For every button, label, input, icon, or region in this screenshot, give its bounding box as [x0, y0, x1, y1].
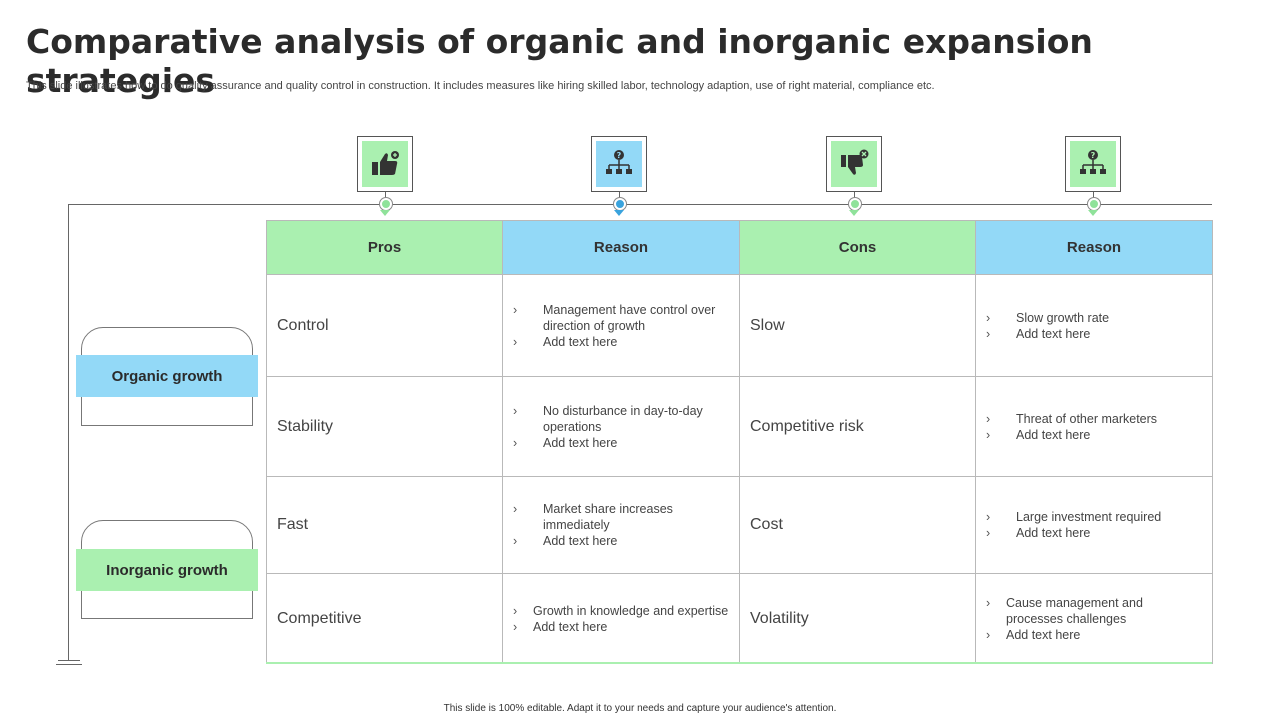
pin-stem	[385, 192, 386, 200]
svg-text:?: ?	[617, 151, 622, 160]
pin-marker	[849, 198, 861, 210]
header-pros: Pros	[266, 220, 503, 275]
table-bottom-accent	[266, 662, 1212, 664]
ground-line-lower	[56, 664, 82, 665]
thumbs-up-icon	[362, 141, 408, 187]
comparison-table: Pros Reason Cons Reason Control Manageme…	[266, 220, 1213, 664]
connector-left-line	[68, 204, 69, 660]
connector-top-line	[68, 204, 1212, 205]
pin-stem	[854, 192, 855, 200]
pros-icon-box	[357, 136, 413, 192]
pin-marker	[1088, 198, 1100, 210]
header-cons: Cons	[739, 220, 976, 275]
list-item: Add text here	[986, 525, 1202, 541]
pin-stem	[619, 192, 620, 200]
inorganic-growth-label: Inorganic growth	[76, 549, 258, 591]
ground-line	[58, 660, 80, 661]
cons-reason-icon-box: ?	[1065, 136, 1121, 192]
pro-reason-cell: Market share increases immediately Add t…	[502, 476, 740, 574]
svg-text:?: ?	[1091, 151, 1096, 160]
pro-reason-cell: Growth in knowledge and expertise Add te…	[502, 573, 740, 664]
con-cell: Cost	[739, 476, 976, 574]
header-cons-reason: Reason	[975, 220, 1213, 275]
pro-cell: Competitive	[266, 573, 503, 664]
pin-tail	[614, 210, 624, 216]
pin-tail	[1088, 210, 1098, 216]
con-reason-cell: Threat of other marketers Add text here	[975, 376, 1213, 477]
list-item: Growth in knowledge and expertise	[513, 603, 729, 619]
question-hierarchy-icon: ?	[1070, 141, 1116, 187]
table-row: Control Management have control over dir…	[266, 274, 1213, 377]
page-title: Comparative analysis of organic and inor…	[26, 22, 1093, 100]
list-item: Cause management and processes challenge…	[986, 595, 1202, 627]
con-reason-cell: Cause management and processes challenge…	[975, 573, 1213, 664]
list-item: Add text here	[513, 533, 729, 549]
pro-cell: Control	[266, 274, 503, 377]
con-cell: Slow	[739, 274, 976, 377]
con-reason-cell: Slow growth rate Add text here	[975, 274, 1213, 377]
table-row: Competitive Growth in knowledge and expe…	[266, 573, 1213, 664]
con-cell: Competitive risk	[739, 376, 976, 477]
pro-reason-cell: Management have control over direction o…	[502, 274, 740, 377]
pin-stem	[1093, 192, 1094, 200]
pin-tail	[380, 210, 390, 216]
list-item: Add text here	[513, 334, 729, 350]
list-item: Add text here	[986, 326, 1202, 342]
header-pros-reason: Reason	[502, 220, 740, 275]
pin-marker	[380, 198, 392, 210]
question-hierarchy-icon: ?	[596, 141, 642, 187]
cons-icon-box	[826, 136, 882, 192]
pro-cell: Stability	[266, 376, 503, 477]
pin-tail	[849, 210, 859, 216]
con-cell: Volatility	[739, 573, 976, 664]
table-header-row: Pros Reason Cons Reason	[266, 220, 1213, 275]
list-item: Large investment required	[986, 509, 1202, 525]
list-item: Market share increases immediately	[513, 501, 729, 533]
con-reason-cell: Large investment required Add text here	[975, 476, 1213, 574]
organic-growth-label: Organic growth	[76, 355, 258, 397]
pin-marker	[614, 198, 626, 210]
list-item: No disturbance in day-to-day operations	[513, 403, 729, 435]
page-subtitle: This slide illustrates how to do quality…	[26, 80, 935, 92]
thumbs-down-icon	[831, 141, 877, 187]
list-item: Management have control over direction o…	[513, 302, 729, 334]
list-item: Add text here	[513, 435, 729, 451]
list-item: Slow growth rate	[986, 310, 1202, 326]
list-item: Add text here	[513, 619, 729, 635]
table-row: Fast Market share increases immediately …	[266, 476, 1213, 574]
pro-cell: Fast	[266, 476, 503, 574]
list-item: Add text here	[986, 627, 1202, 643]
table-row: Stability No disturbance in day-to-day o…	[266, 376, 1213, 477]
list-item: Threat of other marketers	[986, 411, 1202, 427]
list-item: Add text here	[986, 427, 1202, 443]
pro-reason-cell: No disturbance in day-to-day operations …	[502, 376, 740, 477]
pros-reason-icon-box: ?	[591, 136, 647, 192]
footer-note: This slide is 100% editable. Adapt it to…	[443, 703, 837, 714]
